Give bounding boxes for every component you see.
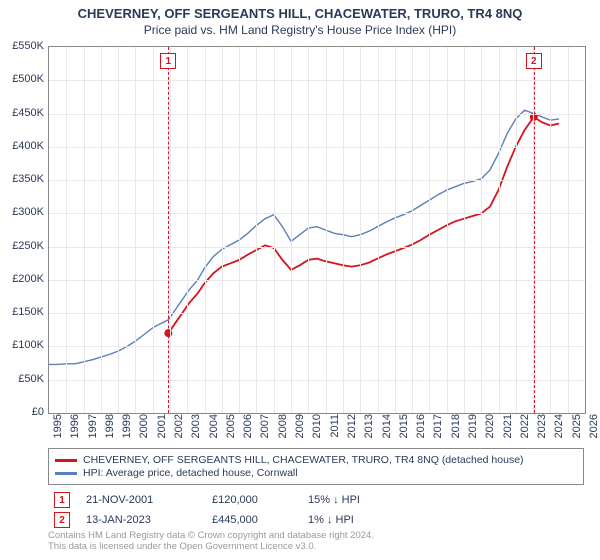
- marker-date-2: 13-JAN-2023: [86, 514, 196, 526]
- y-tick-label: £250K: [12, 240, 44, 252]
- marker-guideline: [534, 47, 535, 413]
- plot-area: 12: [48, 46, 586, 414]
- chart-title: CHEVERNEY, OFF SERGEANTS HILL, CHACEWATE…: [0, 0, 600, 21]
- y-tick-label: £100K: [12, 339, 44, 351]
- x-tick-label: 2015: [398, 414, 410, 444]
- legend-row-property: CHEVERNEY, OFF SERGEANTS HILL, CHACEWATE…: [55, 454, 577, 466]
- marker-price-2: £445,000: [212, 514, 292, 526]
- y-tick-label: £400K: [12, 140, 44, 152]
- legend-swatch-property: [55, 459, 77, 462]
- x-tick-label: 2010: [311, 414, 323, 444]
- x-tick-label: 2021: [502, 414, 514, 444]
- legend-label-hpi: HPI: Average price, detached house, Corn…: [83, 467, 298, 479]
- y-tick-label: £50K: [18, 373, 44, 385]
- marker-price-1: £120,000: [212, 494, 292, 506]
- legend-row-hpi: HPI: Average price, detached house, Corn…: [55, 467, 577, 479]
- y-tick-label: £450K: [12, 107, 44, 119]
- chart-svg: [49, 47, 585, 413]
- x-tick-label: 2007: [259, 414, 271, 444]
- marker-date-1: 21-NOV-2001: [86, 494, 196, 506]
- x-tick-label: 2011: [329, 414, 341, 444]
- x-tick-label: 1998: [104, 414, 116, 444]
- marker-row-1: 1 21-NOV-2001 £120,000 15% ↓ HPI: [48, 490, 584, 510]
- x-tick-label: 2012: [346, 414, 358, 444]
- markers-table: 1 21-NOV-2001 £120,000 15% ↓ HPI 2 13-JA…: [48, 490, 584, 530]
- legend-swatch-hpi: [55, 472, 77, 475]
- y-tick-label: £500K: [12, 73, 44, 85]
- x-tick-label: 2001: [156, 414, 168, 444]
- series-line-hpi: [49, 110, 559, 364]
- y-tick-label: £350K: [12, 173, 44, 185]
- y-tick-label: £0: [32, 406, 44, 418]
- x-tick-label: 2026: [588, 414, 600, 444]
- chart-container: CHEVERNEY, OFF SERGEANTS HILL, CHACEWATE…: [0, 0, 600, 560]
- marker-flag: 2: [526, 53, 542, 69]
- x-tick-label: 2018: [450, 414, 462, 444]
- footer-line1: Contains HM Land Registry data © Crown c…: [48, 530, 374, 541]
- y-tick-label: £150K: [12, 306, 44, 318]
- marker-guideline: [168, 47, 169, 413]
- x-tick-label: 2016: [415, 414, 427, 444]
- y-tick-label: £200K: [12, 273, 44, 285]
- legend: CHEVERNEY, OFF SERGEANTS HILL, CHACEWATE…: [48, 448, 584, 485]
- x-tick-label: 2019: [467, 414, 479, 444]
- y-tick-label: £550K: [12, 40, 44, 52]
- marker-diff-2: 1% ↓ HPI: [308, 514, 408, 526]
- x-tick-label: 2013: [363, 414, 375, 444]
- marker-badge-2: 2: [54, 512, 70, 528]
- x-tick-label: 2020: [484, 414, 496, 444]
- x-tick-label: 2025: [571, 414, 583, 444]
- x-tick-label: 1996: [69, 414, 81, 444]
- x-tick-label: 2014: [381, 414, 393, 444]
- footer: Contains HM Land Registry data © Crown c…: [48, 530, 374, 553]
- y-tick-label: £300K: [12, 206, 44, 218]
- x-tick-label: 2004: [208, 414, 220, 444]
- x-tick-label: 2000: [138, 414, 150, 444]
- x-tick-label: 2006: [242, 414, 254, 444]
- x-tick-label: 2024: [553, 414, 565, 444]
- x-tick-label: 2002: [173, 414, 185, 444]
- x-tick-label: 2003: [190, 414, 202, 444]
- chart-subtitle: Price paid vs. HM Land Registry's House …: [0, 21, 600, 37]
- x-tick-label: 2022: [519, 414, 531, 444]
- x-tick-label: 1999: [121, 414, 133, 444]
- marker-badge-1: 1: [54, 492, 70, 508]
- x-tick-label: 2009: [294, 414, 306, 444]
- x-tick-label: 1995: [52, 414, 64, 444]
- x-tick-label: 2008: [277, 414, 289, 444]
- marker-diff-1: 15% ↓ HPI: [308, 494, 408, 506]
- footer-line2: This data is licensed under the Open Gov…: [48, 541, 374, 552]
- x-tick-label: 2017: [432, 414, 444, 444]
- legend-label-property: CHEVERNEY, OFF SERGEANTS HILL, CHACEWATE…: [83, 454, 524, 466]
- marker-row-2: 2 13-JAN-2023 £445,000 1% ↓ HPI: [48, 510, 584, 530]
- x-tick-label: 2005: [225, 414, 237, 444]
- x-tick-label: 2023: [536, 414, 548, 444]
- marker-flag: 1: [160, 53, 176, 69]
- x-tick-label: 1997: [87, 414, 99, 444]
